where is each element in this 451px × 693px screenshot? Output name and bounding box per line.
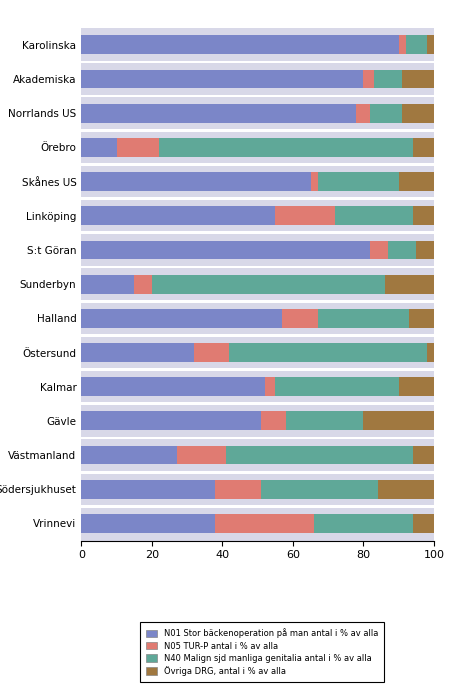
Bar (81, 62, 433, 96)
Bar (426, 343, 433, 362)
Bar (398, 172, 433, 191)
Bar (426, 35, 433, 54)
Bar (317, 309, 408, 328)
Bar (134, 274, 152, 294)
Bar (81, 438, 433, 472)
Bar (261, 412, 285, 430)
Bar (81, 240, 370, 259)
Bar (81, 446, 176, 464)
Bar (81, 267, 433, 301)
Bar (81, 514, 215, 533)
Bar (370, 104, 401, 123)
Bar (370, 240, 387, 259)
Bar (81, 274, 134, 294)
Bar (335, 207, 412, 225)
Bar (81, 480, 215, 499)
Legend: N01 Stor bäckenoperation på man antal i % av alla, N05 TUR-P antal i % av alla, : N01 Stor bäckenoperation på man antal i … (140, 622, 383, 682)
Bar (81, 335, 433, 369)
Bar (373, 69, 401, 89)
Bar (81, 129, 433, 132)
Bar (313, 514, 412, 533)
Bar (310, 172, 317, 191)
Bar (81, 28, 433, 62)
Bar (261, 480, 377, 499)
Bar (81, 35, 398, 54)
Bar (398, 35, 405, 54)
Bar (81, 404, 433, 438)
Bar (285, 412, 363, 430)
Bar (275, 207, 335, 225)
Bar (363, 412, 433, 430)
Bar (401, 69, 433, 89)
Bar (152, 274, 384, 294)
Bar (81, 164, 433, 199)
Bar (81, 437, 433, 439)
Bar (412, 446, 433, 464)
Bar (81, 309, 282, 328)
Bar (377, 480, 433, 499)
Bar (81, 60, 433, 63)
Bar (226, 446, 412, 464)
Bar (415, 240, 433, 259)
Bar (159, 138, 412, 157)
Bar (282, 309, 317, 328)
Bar (81, 96, 433, 130)
Bar (81, 163, 433, 166)
Bar (81, 104, 355, 123)
Bar (81, 368, 433, 371)
Bar (229, 343, 426, 362)
Bar (81, 334, 433, 337)
Bar (81, 412, 261, 430)
Bar (387, 240, 415, 259)
Bar (81, 172, 310, 191)
Bar (81, 138, 116, 157)
Bar (81, 472, 433, 507)
Bar (398, 377, 433, 396)
Bar (215, 514, 313, 533)
Bar (81, 343, 194, 362)
Bar (317, 172, 398, 191)
Bar (363, 69, 373, 89)
Bar (81, 507, 433, 541)
Bar (412, 138, 433, 157)
Bar (81, 69, 363, 89)
Bar (176, 446, 226, 464)
Bar (81, 505, 433, 508)
Bar (81, 233, 433, 267)
Bar (275, 377, 398, 396)
Bar (412, 207, 433, 225)
Bar (412, 514, 433, 533)
Bar (116, 138, 159, 157)
Bar (194, 343, 229, 362)
Bar (81, 403, 433, 405)
Bar (355, 104, 370, 123)
Bar (408, 309, 433, 328)
Bar (215, 480, 261, 499)
Bar (81, 265, 433, 268)
Bar (81, 207, 275, 225)
Bar (405, 35, 426, 54)
Bar (81, 471, 433, 473)
Bar (81, 377, 264, 396)
Bar (81, 231, 433, 234)
Bar (401, 104, 433, 123)
Bar (81, 369, 433, 404)
Bar (81, 130, 433, 164)
Bar (384, 274, 433, 294)
Bar (81, 300, 433, 303)
Bar (264, 377, 275, 396)
Bar (81, 301, 433, 335)
Bar (81, 95, 433, 98)
Bar (81, 198, 433, 200)
Bar (81, 199, 433, 233)
